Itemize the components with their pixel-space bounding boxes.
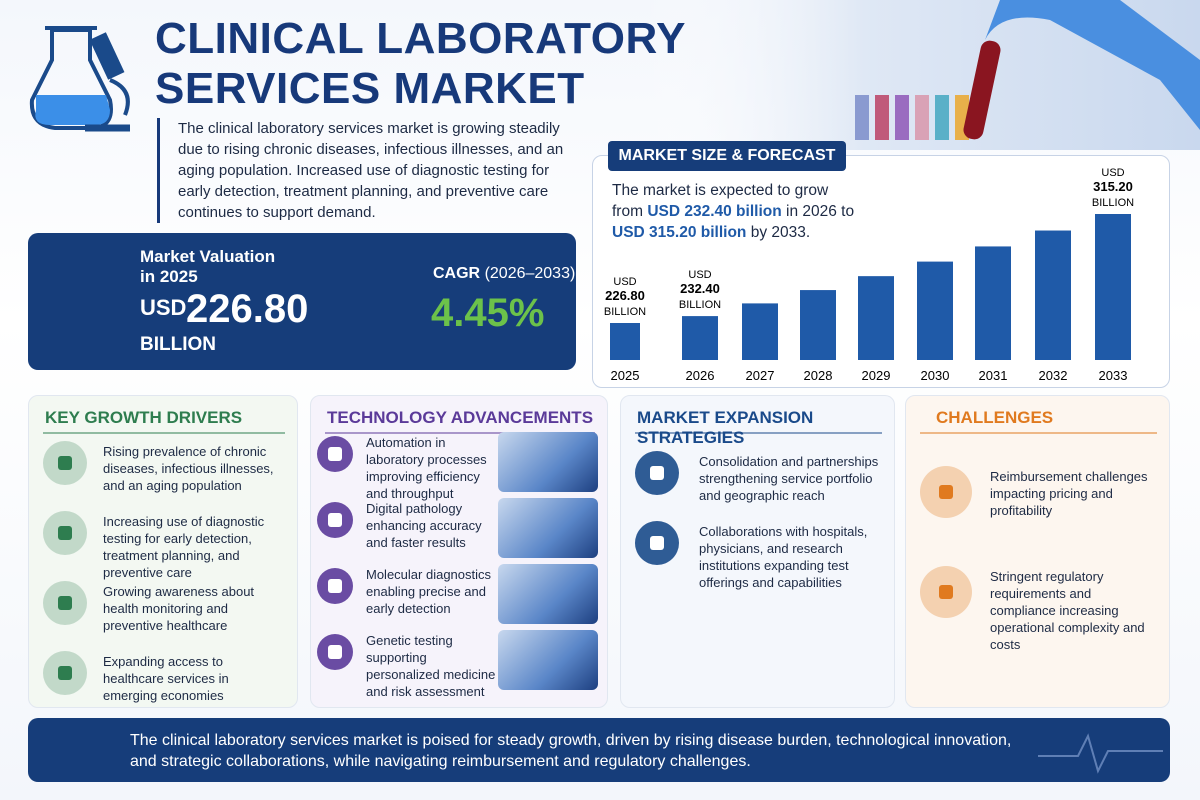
section-title: MARKET EXPANSION STRATEGIES [637, 408, 814, 447]
footer-decor [1038, 733, 1163, 774]
value-label-prefix: USD [613, 276, 636, 288]
x-tick-label: 2027 [746, 368, 775, 383]
item-text: Rising prevalence of chronic diseases, i… [103, 444, 274, 493]
item-text: Expanding access to healthcare services … [103, 654, 229, 703]
section-rule [920, 432, 1157, 434]
summary-text: The market is expected to grow from [612, 182, 829, 220]
item-glyph [58, 526, 72, 540]
bar [1095, 214, 1131, 360]
item-text: Increasing use of diagnostic testing for… [103, 514, 265, 580]
bar [917, 261, 953, 360]
description: The clinical laboratory services market … [157, 118, 577, 223]
item-text: Consolidation and partnerships strengthe… [699, 454, 879, 503]
section-title: TECHNOLOGY ADVANCEMENTS [327, 408, 594, 427]
value-label-suffix: BILLION [679, 299, 721, 311]
section-panel: KEY GROWTH DRIVERS Rising prevalence of c… [28, 395, 298, 708]
item-glyph [939, 485, 953, 499]
value-label-suffix: BILLION [604, 306, 646, 318]
item-glyph [650, 466, 664, 480]
section-panel: CHALLENGES Reimbursement challenges impac… [905, 395, 1170, 708]
section-title: KEY GROWTH DRIVERS [45, 408, 243, 427]
summary-text: by 2033. [750, 224, 811, 241]
item-text: Reimbursement challenges impacting prici… [990, 469, 1148, 518]
valuation-currency: USD [140, 295, 187, 320]
item-text: Molecular diagnostics enabling precise a… [366, 567, 492, 616]
summary-text: in 2026 to [786, 203, 855, 220]
item-glyph [58, 596, 72, 610]
bar [610, 323, 640, 360]
summary-highlight: USD 315.20 billion [612, 224, 747, 241]
item-glyph [650, 536, 664, 550]
footer-text: The clinical laboratory services market … [130, 732, 1012, 770]
item-text: Automation in laboratory processes impro… [366, 435, 487, 501]
bar [1035, 230, 1071, 360]
x-tick-label: 2026 [686, 368, 715, 383]
section-rule [43, 432, 285, 434]
section-panel: TECHNOLOGY ADVANCEMENTS Automation in lab… [310, 395, 608, 708]
cagr-label: CAGR (2026–2033) [433, 265, 575, 283]
x-tick-label: 2025 [611, 368, 640, 383]
cagr-value: 4.45% [431, 291, 545, 335]
bar [682, 316, 718, 360]
title-line: SERVICES MARKET [155, 64, 585, 113]
bar [800, 290, 836, 360]
value-label: 226.80 [605, 288, 645, 303]
item-image [498, 564, 598, 624]
footer: The clinical laboratory services market … [28, 718, 1170, 782]
item-text: Growing awareness about health monitorin… [103, 584, 255, 633]
x-tick-label: 2031 [979, 368, 1008, 383]
valuation-amount: 226.80 [186, 287, 309, 331]
valuation-card: Market Valuation in 2025 USD 226.80 BILL… [28, 233, 576, 370]
valuation-label: Market Valuation in 2025 [140, 247, 276, 286]
item-text: Stringent regulatory requirements and co… [990, 569, 1145, 652]
value-label-prefix: USD [1101, 167, 1124, 179]
x-tick-label: 2033 [1099, 368, 1128, 383]
chart-title: MARKET SIZE & FORECAST [608, 141, 846, 171]
x-tick-label: 2028 [804, 368, 833, 383]
cagr-period: (2026–2033) [484, 265, 576, 282]
section-rule [635, 432, 882, 434]
chart-summary: The market is expected to grow from USD … [612, 180, 862, 243]
item-glyph [939, 585, 953, 599]
x-tick-label: 2030 [921, 368, 950, 383]
cagr-label-text: CAGR [433, 265, 481, 282]
section-rule [325, 432, 595, 434]
bar [742, 303, 778, 360]
bar [858, 276, 894, 360]
valuation-unit: BILLION [140, 334, 216, 355]
section-panel: MARKET EXPANSION STRATEGIES Consolidation… [620, 395, 895, 708]
value-label: 232.40 [680, 281, 720, 296]
item-glyph [328, 447, 342, 461]
item-glyph [328, 645, 342, 659]
value-label: 315.20 [1093, 179, 1133, 194]
title-line: CLINICAL LABORATORY [155, 14, 686, 63]
item-image [498, 630, 598, 690]
value-label-prefix: USD [688, 269, 711, 281]
section-title: CHALLENGES [936, 408, 1054, 427]
item-text: Genetic testing supporting personalized … [366, 633, 496, 699]
item-glyph [328, 513, 342, 527]
title: CLINICAL LABORATORY SERVICES MARKET [155, 14, 686, 114]
item-glyph [58, 456, 72, 470]
bar-chart: 2025USD226.80BILLION2026USD232.40BILLION… [604, 167, 1134, 383]
item-image [498, 498, 598, 558]
item-text: Collaborations with hospitals, physician… [699, 524, 868, 590]
test-tubes [855, 0, 1200, 140]
item-image [498, 432, 598, 492]
summary-highlight: USD 232.40 billion [647, 203, 782, 220]
value-label-suffix: BILLION [1092, 197, 1134, 209]
item-glyph [58, 666, 72, 680]
x-tick-label: 2032 [1039, 368, 1068, 383]
item-text: Digital pathology enhancing accuracy and… [366, 501, 482, 550]
item-glyph [328, 579, 342, 593]
logo-icon [29, 26, 130, 132]
x-tick-label: 2029 [862, 368, 891, 383]
bar [975, 246, 1011, 360]
